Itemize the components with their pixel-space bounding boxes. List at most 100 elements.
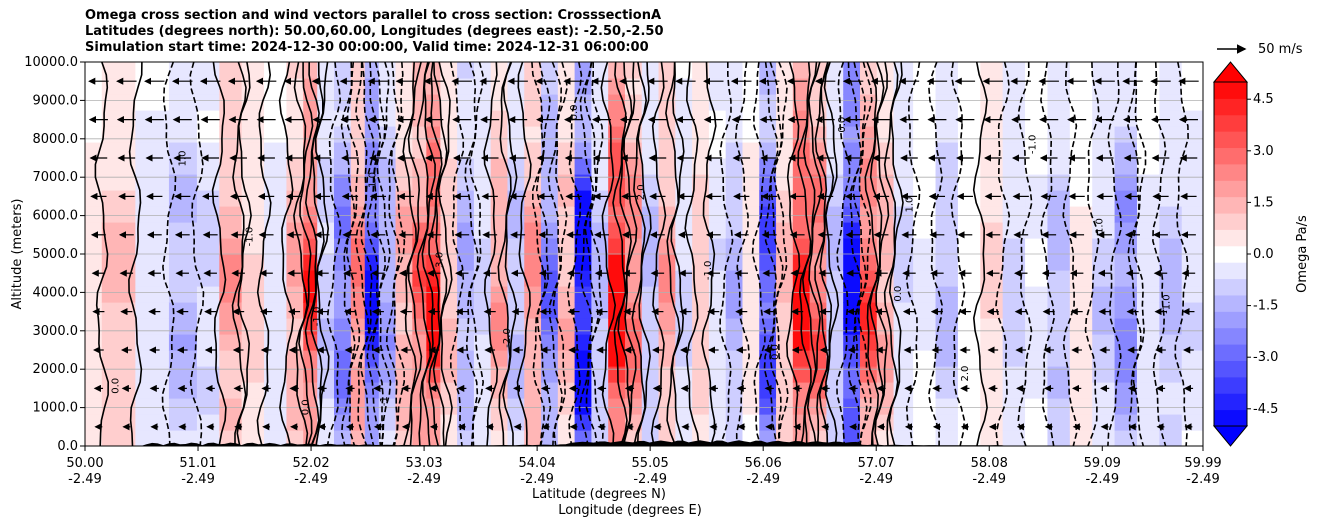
omega-cell (1047, 254, 1071, 271)
omega-cell (859, 270, 878, 287)
omega-cell (574, 254, 593, 271)
omega-cell (241, 414, 265, 431)
omega-cell (935, 94, 959, 111)
colorbar-level (1214, 294, 1247, 312)
omega-cell (196, 270, 220, 287)
contour-positive (806, 62, 823, 446)
omega-cell (1136, 382, 1160, 399)
omega-cell (507, 78, 525, 95)
omega-cell (524, 206, 542, 223)
omega-cell (264, 334, 288, 351)
omega-cell (957, 110, 981, 127)
omega-cell (641, 238, 660, 255)
omega-cell (692, 254, 710, 271)
omega-cell (591, 398, 609, 415)
omega-cell (725, 334, 744, 351)
omega-cell (1159, 398, 1183, 415)
omega-cell (219, 238, 243, 255)
omega-cell (1002, 302, 1026, 319)
contour-negative (719, 62, 734, 446)
colorbar-tick-label: -1.5 (1253, 299, 1278, 314)
omega-cell (303, 398, 318, 415)
omega-cell (980, 206, 1004, 223)
omega-cell (350, 254, 366, 271)
omega-cell (101, 62, 136, 79)
omega-cell (350, 94, 366, 111)
omega-cell (286, 366, 304, 383)
omega-cell (395, 286, 413, 303)
omega-cell (843, 382, 861, 399)
omega-cell (524, 126, 542, 143)
omega-cell (317, 254, 335, 271)
omega-cell (303, 62, 318, 79)
omega-cell (350, 142, 366, 159)
omega-cell (776, 286, 794, 303)
omega-cell (957, 158, 981, 175)
y-tick-label: 7000.0 (33, 170, 79, 185)
omega-cell (219, 222, 243, 239)
x-tick-label-lon: -2.49 (972, 472, 1006, 487)
omega-cell (557, 286, 576, 303)
omega-cell (1159, 270, 1183, 287)
omega-cell (1092, 158, 1116, 175)
omega-cell (708, 78, 727, 95)
contour-label: -1.0 (1161, 294, 1172, 314)
omega-cell (395, 62, 413, 79)
omega-cell (378, 382, 397, 399)
omega-cell (1047, 382, 1071, 399)
omega-cell (913, 110, 937, 127)
contour-negative (390, 62, 406, 446)
omega-cell (641, 78, 660, 95)
omega-cell (692, 302, 710, 319)
omega-cell (350, 286, 366, 303)
omega-cell (426, 94, 441, 111)
omega-cell (980, 286, 1004, 303)
omega-cell (317, 270, 335, 287)
omega-cell (574, 174, 593, 191)
omega-cell (101, 350, 136, 367)
omega-cell (1025, 62, 1049, 79)
omega-cell (364, 94, 380, 111)
omega-cell (675, 350, 693, 367)
omega-cell (196, 238, 220, 255)
omega-cell (557, 158, 576, 175)
omega-cell (574, 206, 593, 223)
omega-cell (1002, 270, 1026, 287)
omega-contours (94, 62, 1189, 446)
omega-cell (168, 158, 198, 175)
omega-cell (708, 286, 727, 303)
omega-cell (692, 174, 710, 191)
contour-negative (1084, 62, 1100, 446)
omega-cell (935, 414, 959, 431)
omega-cell (1047, 110, 1071, 127)
omega-cell (641, 158, 660, 175)
omega-cell (843, 366, 861, 383)
colorbar-level (1214, 311, 1247, 329)
omega-cell (935, 350, 959, 367)
omega-cell (101, 110, 136, 127)
contour-label: -1.0 (1027, 135, 1038, 155)
omega-cell (1092, 126, 1116, 143)
omega-cell (957, 414, 981, 431)
omega-cell (135, 254, 170, 271)
omega-cell (1002, 238, 1026, 255)
omega-cell (792, 190, 811, 207)
omega-cell (876, 414, 895, 431)
omega-cell (658, 174, 676, 191)
omega-cell (935, 142, 959, 159)
x-tick-label-lon: -2.49 (859, 472, 893, 487)
omega-cell (876, 78, 895, 95)
omega-cell (196, 350, 220, 367)
omega-cell (776, 302, 794, 319)
omega-cell (473, 174, 492, 191)
omega-cell (980, 126, 1004, 143)
omega-cell (826, 254, 844, 271)
omega-cell (286, 350, 304, 367)
omega-cell (219, 158, 243, 175)
omega-cell (168, 382, 198, 399)
omega-cell (317, 222, 335, 239)
omega-cell (608, 190, 626, 207)
omega-cell (809, 94, 828, 111)
omega-cell (1181, 430, 1203, 446)
omega-cell (196, 414, 220, 431)
